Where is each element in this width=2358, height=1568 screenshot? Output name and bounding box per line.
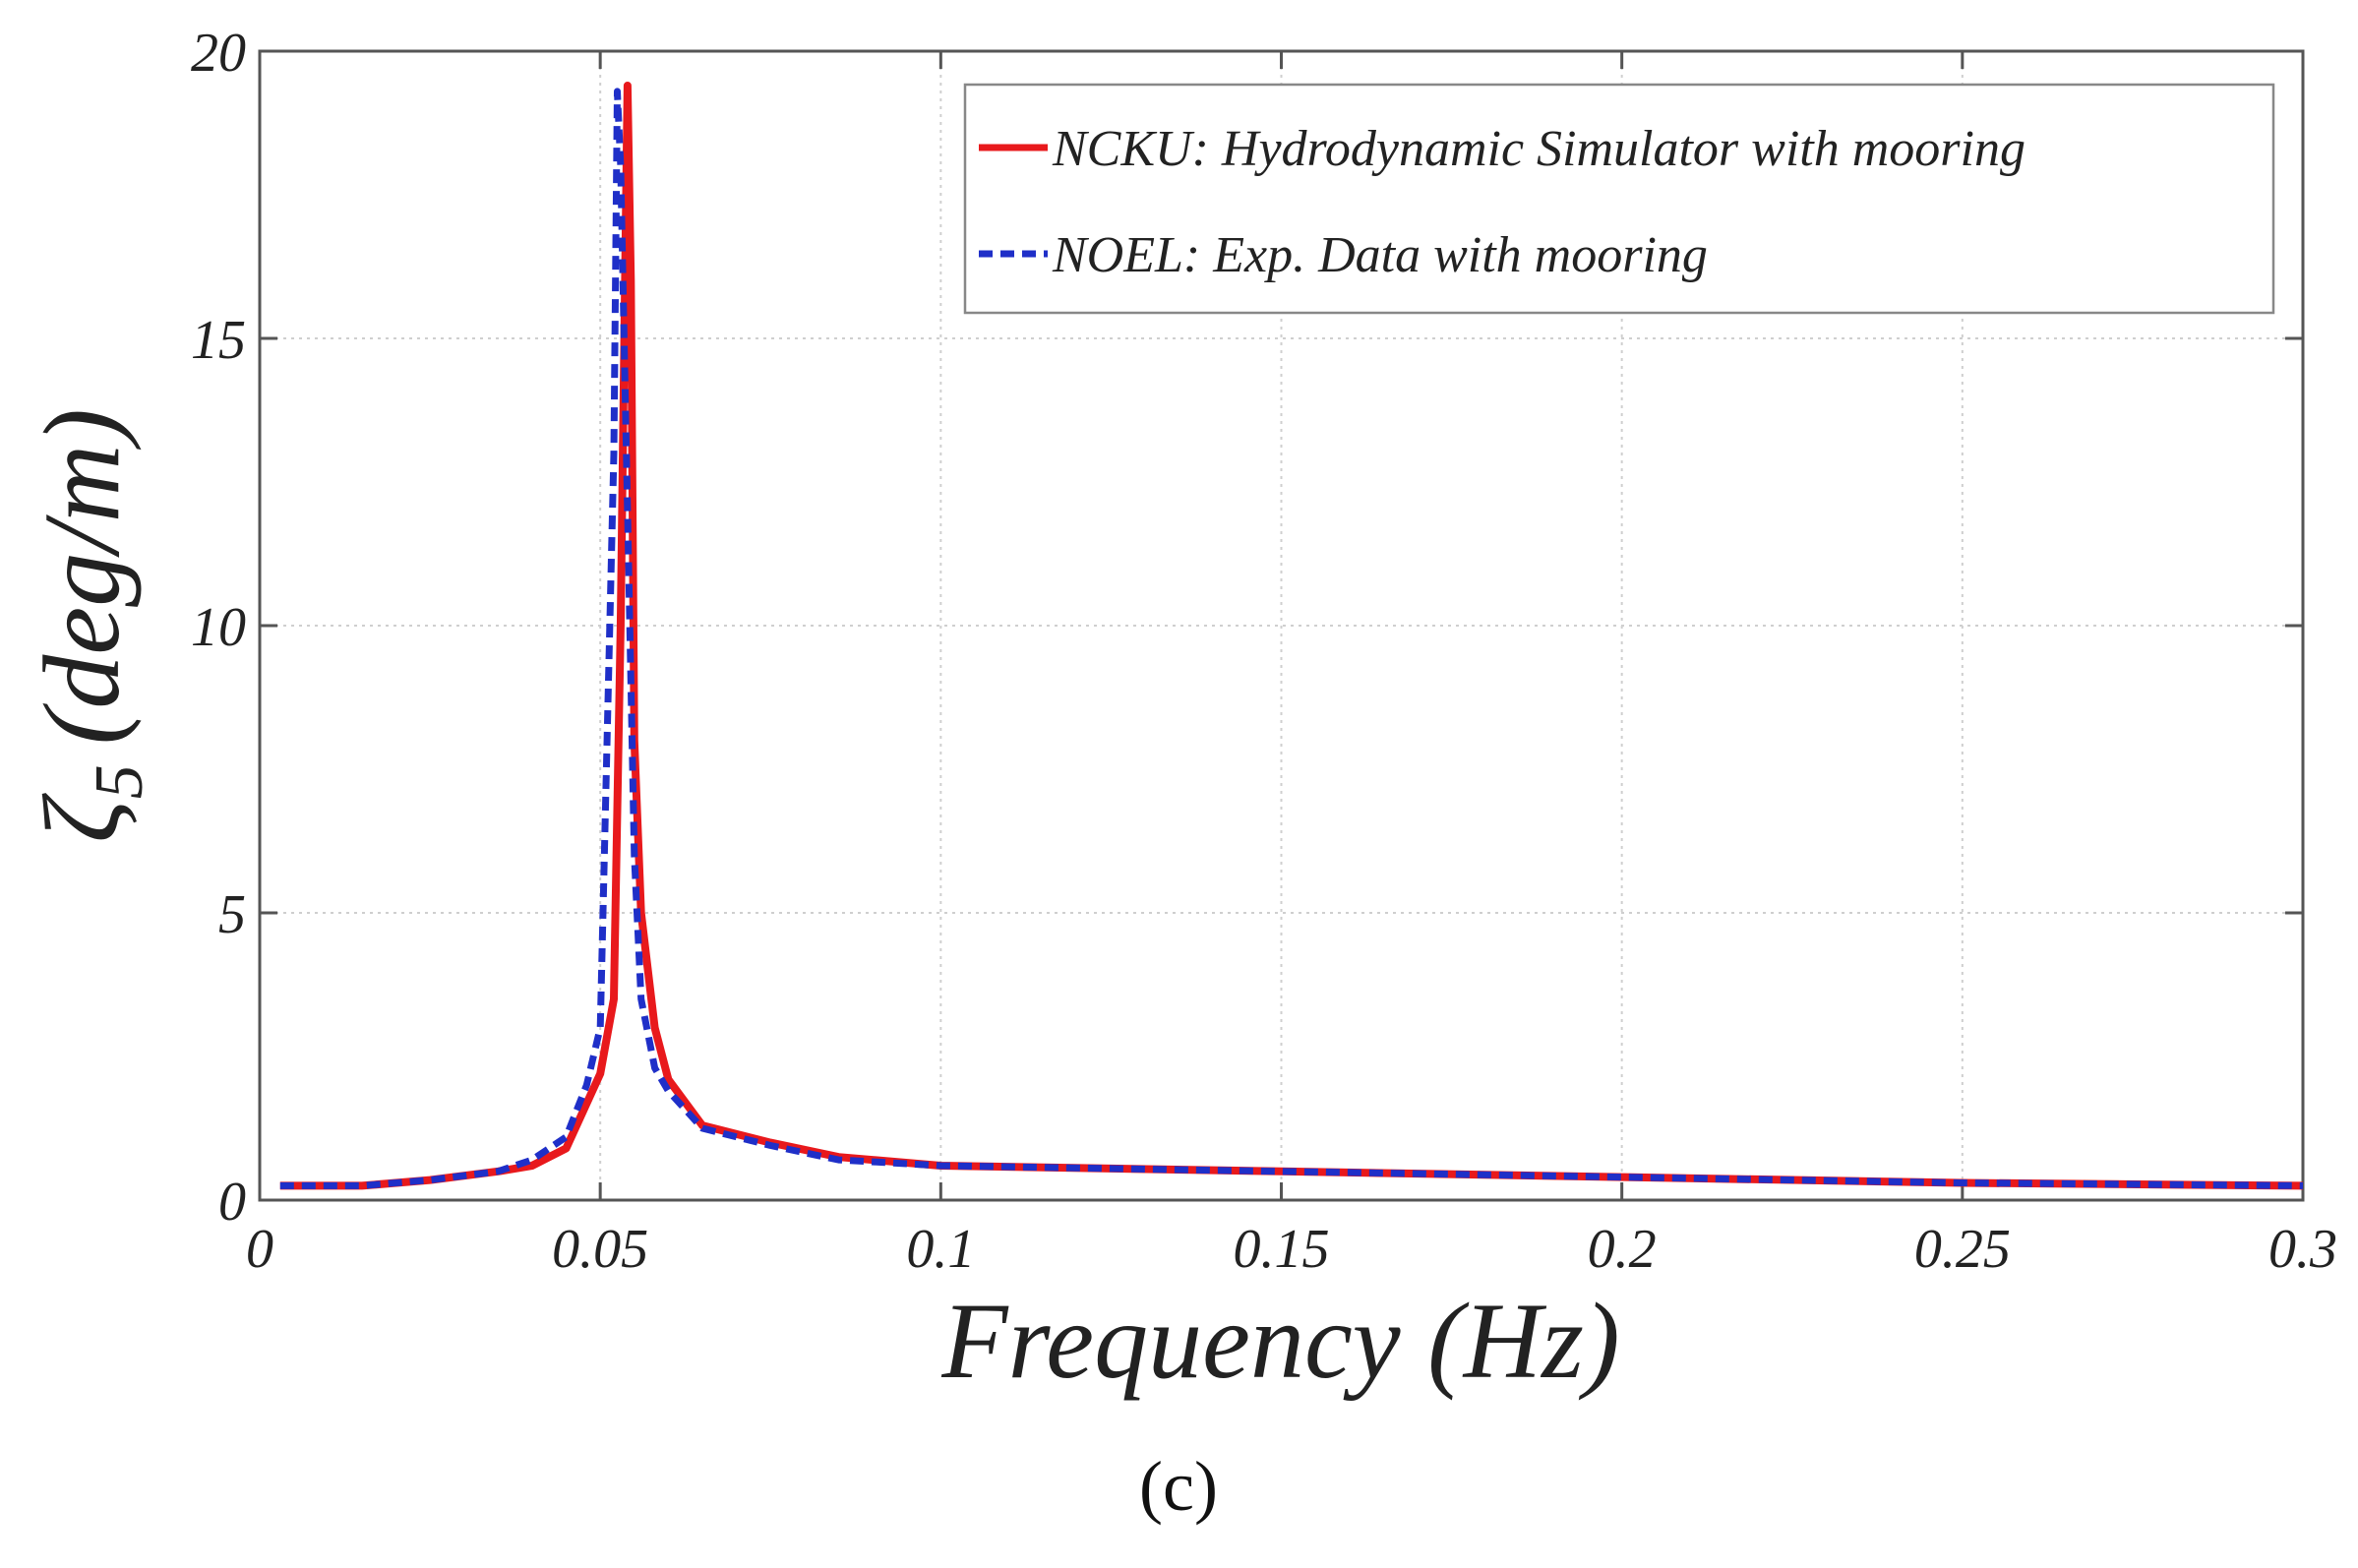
y-tick-label: 15 — [191, 310, 246, 371]
x-tick-label: 0.15 — [1234, 1219, 1330, 1280]
svg-text:ζ5(deg/m): ζ5 (deg/m) — [22, 408, 157, 843]
series-group — [279, 82, 2304, 1190]
x-tick-label: 0.3 — [2268, 1219, 2337, 1280]
series-line-noel — [279, 88, 2304, 1189]
legend-box — [963, 83, 2275, 315]
legend-label-noel: NOEL: Exp. Data with mooring — [1052, 227, 1708, 283]
legend: NCKU: Hydrodynamic Simulator with moorin… — [963, 83, 2275, 315]
x-tick-label: 0.1 — [906, 1219, 975, 1280]
x-axis-title: Frequency (Hz) — [940, 1281, 1619, 1401]
y-tick-label: 20 — [191, 23, 246, 84]
y-axis-subscript: 5 — [82, 764, 157, 799]
figure-caption: (c) — [1139, 1447, 1218, 1526]
y-tick-label: 10 — [191, 597, 246, 658]
axis-ticks: 0 0.05 0.1 0.15 0.2 0.25 0.3 0 5 10 15 20 — [191, 23, 2337, 1280]
y-tick-label: 5 — [218, 884, 246, 945]
legend-label-ncku: NCKU: Hydrodynamic Simulator with moorin… — [1052, 121, 2025, 177]
x-tick-label: 0.25 — [1914, 1219, 2011, 1280]
x-tick-label: 0.05 — [552, 1219, 648, 1280]
x-tick-label: 0.2 — [1588, 1219, 1657, 1280]
y-axis-symbol: ζ — [22, 793, 142, 843]
y-tick-label: 0 — [218, 1172, 246, 1233]
y-axis-title: ζ5 (deg/m) — [22, 408, 157, 843]
y-axis-unit: (deg/m) — [22, 408, 142, 745]
x-tick-label: 0 — [246, 1219, 273, 1280]
